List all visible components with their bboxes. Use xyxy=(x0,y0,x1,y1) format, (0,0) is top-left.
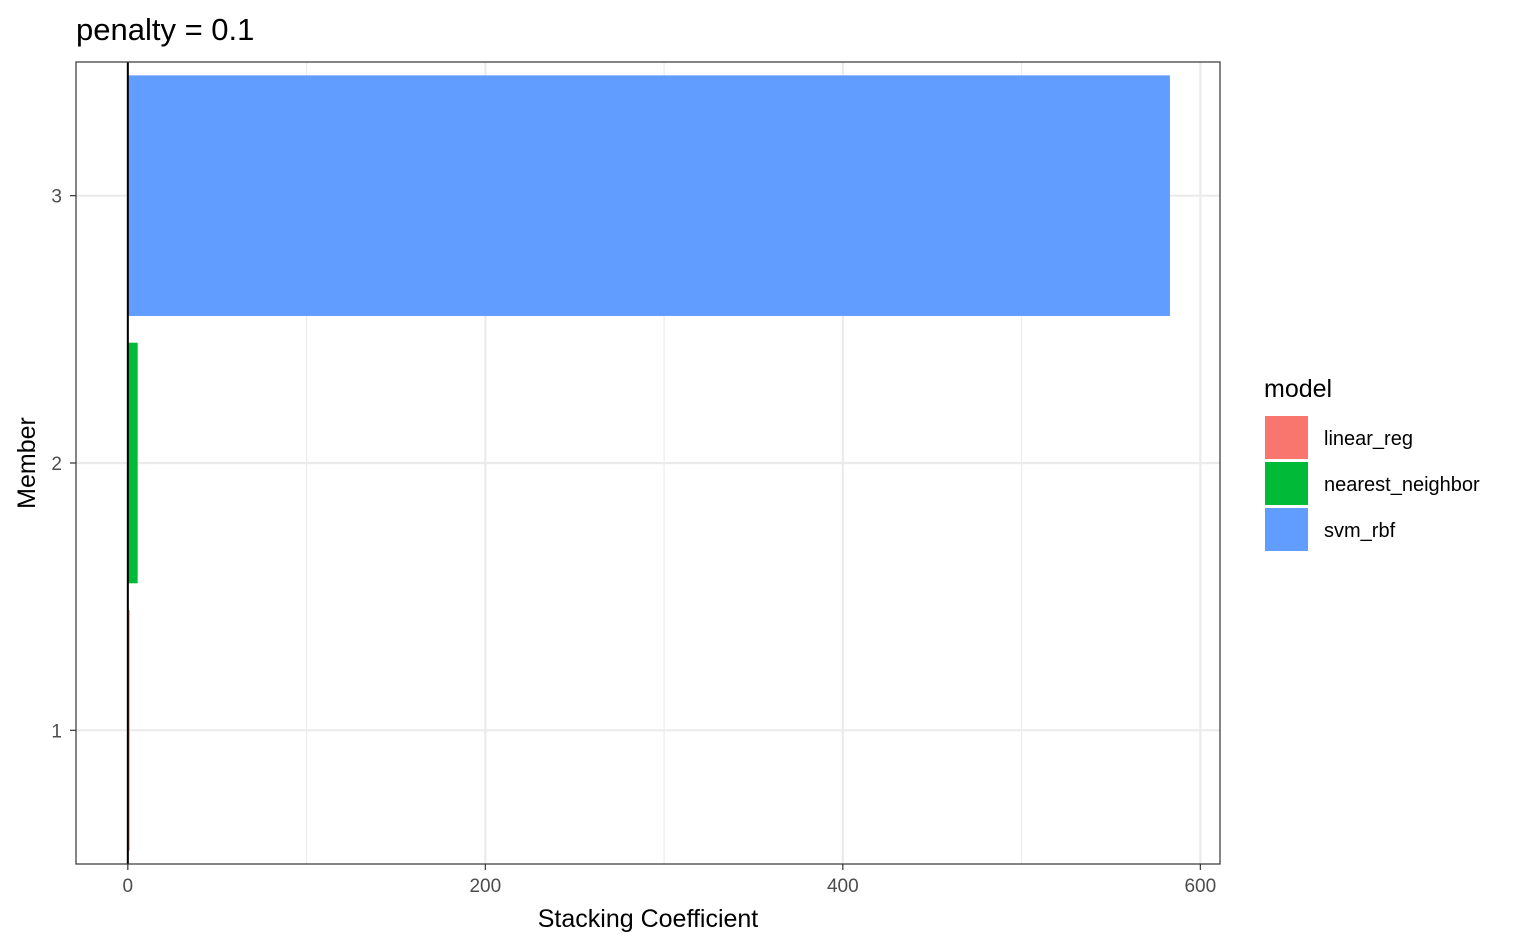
bars xyxy=(127,75,1170,851)
y-axis-title: Member xyxy=(13,417,41,509)
x-tick-label: 0 xyxy=(123,876,134,897)
legend-label-nearest_neighbor: nearest_neighbor xyxy=(1324,474,1480,496)
legend-swatch-linear_reg xyxy=(1265,416,1308,459)
x-tick-label: 400 xyxy=(827,876,859,897)
legend-label-svm_rbf: svm_rbf xyxy=(1324,520,1396,542)
bar-member-2 xyxy=(127,342,138,584)
legend-swatch-svm_rbf xyxy=(1265,508,1308,551)
plot-area xyxy=(75,61,1221,865)
chart-title: penalty = 0.1 xyxy=(76,12,254,47)
x-axis: 0 200 400 600 xyxy=(123,864,1216,897)
legend-items: linear_reg nearest_neighbor svm_rbf xyxy=(1265,416,1480,551)
y-tick-label: 3 xyxy=(51,187,62,208)
x-tick-label: 200 xyxy=(469,876,501,897)
y-axis: 1 2 3 xyxy=(51,187,76,742)
x-tick-label: 600 xyxy=(1184,876,1216,897)
y-tick-label: 2 xyxy=(51,454,62,475)
y-tick-label: 1 xyxy=(51,721,62,742)
legend-label-linear_reg: linear_reg xyxy=(1324,428,1413,450)
legend: model linear_reg nearest_neighbor svm_rbf xyxy=(1264,375,1480,551)
x-axis-title: Stacking Coefficient xyxy=(538,905,759,933)
legend-title: model xyxy=(1264,375,1332,403)
legend-swatch-nearest_neighbor xyxy=(1265,462,1308,505)
bar-member-3 xyxy=(127,75,1170,316)
